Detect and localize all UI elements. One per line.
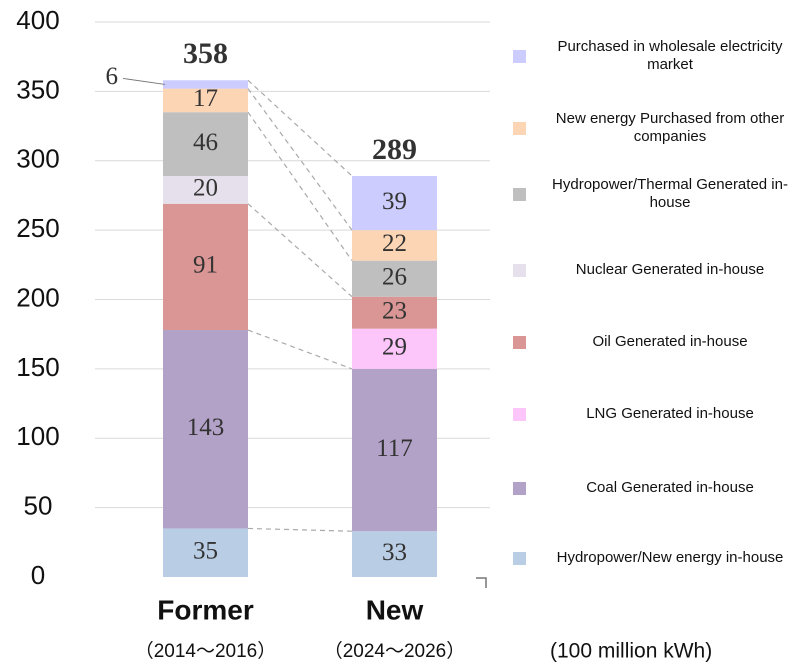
legend-swatch xyxy=(513,552,526,565)
segment-label: 6 xyxy=(106,63,119,90)
legend-label: Purchased in wholesale electricity marke… xyxy=(557,38,783,73)
segment-label: 20 xyxy=(193,175,218,202)
y-tick-label: 300 xyxy=(16,144,59,174)
y-tick-label: 100 xyxy=(16,421,59,451)
unit-label: (100 million kWh) xyxy=(550,640,712,663)
segment-label: 91 xyxy=(193,252,218,279)
segment-label: 35 xyxy=(193,537,218,564)
bar-segment xyxy=(163,528,248,577)
x-subtick-label: （2024～2026） xyxy=(324,640,466,662)
bar-segment xyxy=(163,203,248,331)
bar-segment xyxy=(163,330,248,529)
segment-label: 39 xyxy=(382,188,407,215)
total-label: 289 xyxy=(372,133,417,166)
legend-label: Hydropower/New energy in-house xyxy=(556,549,784,566)
y-tick-label: 50 xyxy=(24,491,53,521)
legend-label: Nuclear Generated in-house xyxy=(575,261,765,278)
y-tick-label: 350 xyxy=(16,74,59,104)
x-tick-label: New xyxy=(366,594,424,625)
leader-line xyxy=(122,77,166,85)
y-tick-label: 150 xyxy=(16,352,59,382)
connector-line xyxy=(247,79,353,177)
bar-segment xyxy=(163,176,248,204)
segment-label: 22 xyxy=(382,230,407,257)
bar-segment xyxy=(352,328,437,369)
connector-line xyxy=(247,527,353,532)
bar-segment xyxy=(163,112,248,177)
legend-label: Coal Generated in-house xyxy=(586,479,754,496)
x-tick-label: Former xyxy=(157,594,254,625)
bar-segment xyxy=(163,88,248,113)
legend-swatch xyxy=(513,264,526,277)
legend-label: Hydropower/Thermal Generated in-house xyxy=(552,176,788,211)
legend-swatch xyxy=(513,122,526,135)
connector-line xyxy=(247,203,353,298)
corner-mark xyxy=(476,577,487,588)
y-tick-label: 200 xyxy=(16,282,59,312)
legend-label: Oil Generated in-house xyxy=(592,333,748,350)
bar-segment xyxy=(352,260,437,297)
bar-segment xyxy=(352,176,437,231)
legend-swatch xyxy=(513,188,526,201)
bar-segment xyxy=(352,531,437,577)
connector-line xyxy=(247,329,353,370)
segment-label: 26 xyxy=(382,263,407,290)
legend-swatch xyxy=(513,482,526,495)
bar-segment xyxy=(352,230,437,261)
total-label: 358 xyxy=(183,37,228,70)
bar-segment xyxy=(163,80,248,89)
legend-swatch xyxy=(513,50,526,63)
segment-label: 143 xyxy=(187,414,225,441)
y-tick-label: 0 xyxy=(31,560,45,590)
segment-label: 46 xyxy=(193,129,218,156)
segment-label: 33 xyxy=(382,539,407,566)
bar-segment xyxy=(352,296,437,329)
y-tick-label: 400 xyxy=(16,5,59,35)
y-tick-label: 250 xyxy=(16,213,59,243)
connector-line xyxy=(247,111,353,261)
segment-label: 117 xyxy=(376,435,413,462)
connector-line xyxy=(247,88,353,231)
legend-label: LNG Generated in-house xyxy=(586,405,754,422)
bar-segment xyxy=(352,368,437,532)
segment-label: 23 xyxy=(382,297,407,324)
legend-swatch xyxy=(513,408,526,421)
legend-swatch xyxy=(513,336,526,349)
legend-label: New energy Purchased from other companie… xyxy=(555,110,785,145)
segment-label: 17 xyxy=(193,85,218,112)
segment-label: 29 xyxy=(382,333,407,360)
x-subtick-label: （2014～2016） xyxy=(135,640,277,662)
